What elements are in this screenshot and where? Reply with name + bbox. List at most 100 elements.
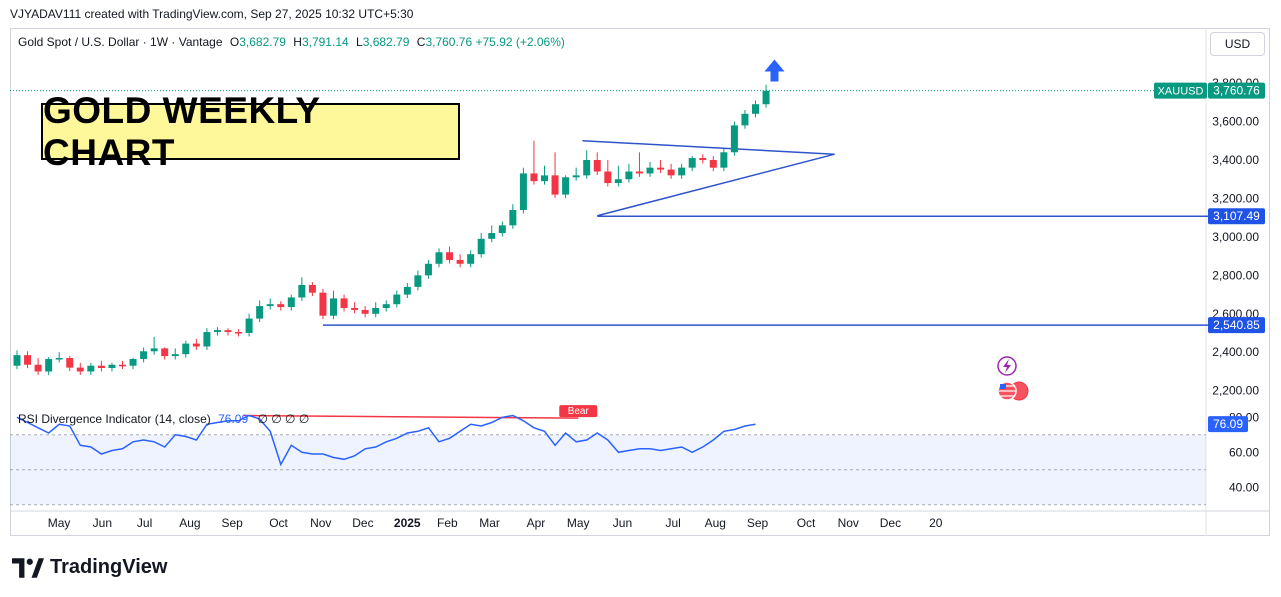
- candle-up: [287, 297, 295, 308]
- candle-up: [488, 233, 496, 239]
- candle-up: [55, 358, 63, 360]
- candle-down: [24, 355, 32, 365]
- candle-up: [298, 284, 306, 298]
- up-arrow-icon: [764, 59, 785, 82]
- time-axis-label: Sep: [747, 516, 769, 530]
- change-value: +75.92 (+2.06%): [475, 35, 565, 49]
- time-axis-label: Nov: [838, 516, 859, 530]
- open-label: O: [229, 35, 240, 49]
- time-axis-label: Oct: [269, 516, 288, 530]
- candle-up: [140, 351, 148, 359]
- candle-down: [308, 284, 316, 293]
- rsi-value-label: 76.09: [1213, 417, 1243, 431]
- candle-down: [66, 358, 74, 368]
- candle-down: [635, 171, 643, 174]
- tradingview-logo-icon: [12, 557, 44, 578]
- candle-up: [182, 343, 190, 355]
- chart-caption: VJYADAV111 created with TradingView.com,…: [10, 7, 414, 21]
- candle-up: [108, 364, 116, 369]
- price-axis-tick: 2,200.00: [1212, 384, 1259, 398]
- candle-down: [97, 365, 105, 369]
- candle-down: [530, 173, 538, 182]
- time-axis-label: May: [567, 516, 590, 530]
- candle-up: [720, 152, 728, 168]
- candle-down: [551, 175, 559, 195]
- price-axis-tick: 3,400.00: [1212, 153, 1259, 167]
- time-axis-label: Mar: [479, 516, 500, 530]
- candle-up: [678, 167, 686, 176]
- gold-weekly-title-box: GOLD WEEKLY CHART: [41, 90, 460, 173]
- symbol-badge-label: XAUUSD: [1158, 86, 1204, 98]
- candle-down: [224, 330, 232, 333]
- price-axis-tick: 2,800.00: [1212, 268, 1259, 282]
- candle-down: [119, 364, 126, 367]
- candle-down: [235, 332, 243, 334]
- candle-up: [519, 173, 527, 210]
- candle-up: [572, 175, 580, 178]
- tradingview-logo[interactable]: TradingView: [12, 556, 167, 579]
- candle-up: [382, 304, 390, 309]
- time-axis-label: Feb: [437, 516, 458, 530]
- candle-up: [372, 308, 380, 314]
- time-axis-label: Apr: [527, 516, 546, 530]
- candle-up: [741, 113, 749, 126]
- candle-up: [403, 286, 411, 295]
- candle-up: [762, 90, 770, 105]
- symbol-badge: [1154, 82, 1207, 99]
- candle-up: [393, 294, 401, 305]
- candle-up: [688, 158, 696, 168]
- candle-up: [330, 298, 337, 316]
- symbol-name[interactable]: Gold Spot / U.S. Dollar · 1W · Vantage: [18, 35, 223, 49]
- candle-up: [266, 304, 274, 307]
- candle-down: [192, 343, 200, 347]
- time-axis-label: Jun: [613, 516, 632, 530]
- last-price-label: 3,760.76: [1213, 84, 1260, 98]
- candle-up: [150, 348, 158, 352]
- low-value: 3,682.79: [362, 35, 410, 49]
- rsi-extra: ∅ ∅ ∅ ∅: [257, 412, 310, 426]
- time-axis-label: Oct: [797, 516, 816, 530]
- candle-down: [277, 304, 285, 308]
- candle-up: [625, 171, 633, 180]
- lightning-icon-glyph: [1003, 359, 1011, 373]
- high-label: H: [293, 35, 302, 49]
- support-level-label: 2,540.85: [1213, 318, 1260, 332]
- candle-up: [203, 332, 211, 347]
- support-level-badge: [1208, 208, 1265, 225]
- time-axis-label: May: [48, 516, 71, 530]
- candle-down: [76, 367, 84, 372]
- candle-down: [699, 158, 707, 160]
- candle-up: [256, 306, 264, 319]
- time-axis-label: Jun: [93, 516, 112, 530]
- candle-up: [614, 179, 622, 184]
- candle-up: [477, 238, 485, 255]
- time-axis-label: Aug: [179, 516, 200, 530]
- candle-down: [446, 252, 454, 260]
- low-label: L: [356, 35, 363, 49]
- rsi-axis-tick: 40.00: [1229, 480, 1259, 494]
- candle-up: [87, 365, 95, 372]
- rsi-name[interactable]: RSI Divergence Indicator (14, close): [18, 412, 211, 426]
- candle-down: [657, 167, 665, 170]
- candle-up: [213, 330, 221, 333]
- candle-up: [45, 358, 53, 372]
- bear-label: Bear: [568, 406, 590, 417]
- time-axis-label: 20: [929, 516, 943, 530]
- time-axis-label: Aug: [705, 516, 726, 530]
- candle-up: [562, 177, 570, 195]
- candle-up: [13, 355, 21, 366]
- support-level-label: 3,107.49: [1213, 209, 1260, 223]
- candle-down: [593, 159, 601, 172]
- candle-down: [456, 259, 464, 264]
- rsi-bear-divergence-line: [243, 414, 579, 419]
- time-axis-label: 2025: [394, 516, 421, 530]
- candle-up: [467, 254, 475, 264]
- currency-button[interactable]: USD: [1210, 32, 1265, 56]
- time-axis-label: Nov: [310, 516, 331, 530]
- close-value: 3,760.76: [425, 35, 473, 49]
- candle-down: [34, 364, 42, 372]
- rsi-value-badge: [1208, 416, 1248, 433]
- support-level-badge: [1208, 317, 1265, 334]
- time-axis-label: Dec: [880, 516, 901, 530]
